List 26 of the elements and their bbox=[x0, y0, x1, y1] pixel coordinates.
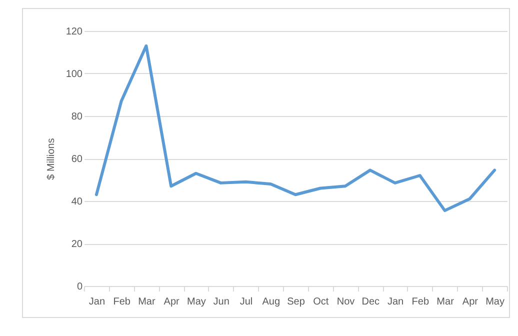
x-tick-label: Nov bbox=[336, 296, 355, 308]
x-tick-label: Feb bbox=[113, 296, 131, 308]
y-tick-label: 80 bbox=[71, 112, 83, 122]
x-tick-label: Oct bbox=[313, 296, 329, 308]
x-tick-label: Dec bbox=[362, 296, 380, 308]
x-tick-label: May bbox=[187, 296, 206, 308]
x-tick-label: Jan bbox=[387, 296, 404, 308]
y-tick-label: 120 bbox=[66, 26, 83, 38]
x-tick-label: Jan bbox=[88, 296, 106, 308]
x-tick-label: Apr bbox=[462, 296, 479, 308]
y-tick-label: 40 bbox=[71, 196, 83, 208]
x-tick-label: May bbox=[486, 296, 505, 308]
y-tick-label: 0 bbox=[76, 282, 83, 292]
y-tick-label: 60 bbox=[71, 154, 83, 165]
x-tick-label: Mar bbox=[436, 296, 455, 308]
y-tick-label: 20 bbox=[71, 239, 83, 250]
x-tick-label: Aug bbox=[262, 296, 280, 308]
line-series bbox=[94, 44, 496, 212]
x-tick-label: Feb bbox=[412, 296, 430, 308]
x-tick-label: Jun bbox=[213, 296, 230, 308]
y-tick-label: 100 bbox=[66, 69, 83, 80]
x-tick-label: Sep bbox=[287, 296, 306, 308]
x-tick-label: Apr bbox=[164, 296, 180, 308]
x-tick-label: Jul bbox=[240, 296, 253, 308]
y-axis-title: $ Millions bbox=[46, 138, 57, 180]
x-tick-label: Mar bbox=[138, 296, 156, 308]
